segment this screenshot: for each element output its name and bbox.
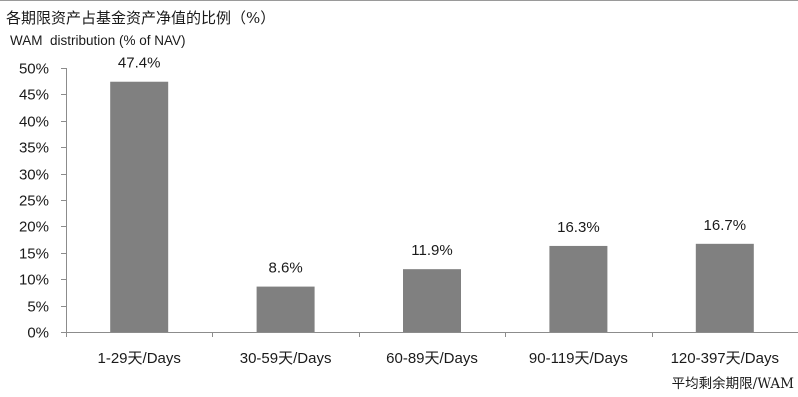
bar: [403, 269, 461, 332]
y-tick-label: 25%: [19, 193, 49, 210]
x-tick-label: 30-59天/Days: [240, 350, 332, 367]
data-label: 11.9%: [411, 242, 452, 259]
chart-title: 各期限资产占基金资产净值的比例（%）: [6, 9, 276, 27]
bar: [256, 286, 315, 332]
data-label: 16.3%: [557, 219, 600, 236]
bar: [110, 81, 169, 332]
y-tick-label: 10%: [19, 272, 49, 289]
chart-subtitle: WAM distribution (% of NAV): [10, 33, 186, 48]
x-tick-label: 60-89天/Days: [386, 350, 478, 367]
x-tick-label: 90-119天/Days: [529, 350, 628, 367]
y-tick-label: 5%: [27, 299, 49, 316]
x-tick-label: 1-29天/Days: [98, 350, 181, 367]
y-tick-label: 35%: [19, 140, 49, 157]
x-tick-label: 120-397天/Days: [671, 350, 779, 367]
y-tick-label: 45%: [19, 87, 49, 104]
y-tick-label: 20%: [19, 219, 49, 236]
y-tick-label: 0%: [27, 325, 49, 342]
y-tick-label: 30%: [19, 167, 49, 184]
bar: [695, 243, 754, 332]
x-axis-title: 平均剩余期限/WAM: [671, 376, 794, 392]
data-label: 16.7%: [704, 217, 747, 234]
data-label: 47.4%: [118, 55, 161, 72]
y-tick-label: 40%: [19, 114, 49, 131]
data-label: 8.6%: [268, 260, 302, 277]
bar: [549, 245, 608, 332]
y-tick-label: 15%: [19, 246, 49, 263]
y-tick-label: 50%: [19, 61, 49, 78]
